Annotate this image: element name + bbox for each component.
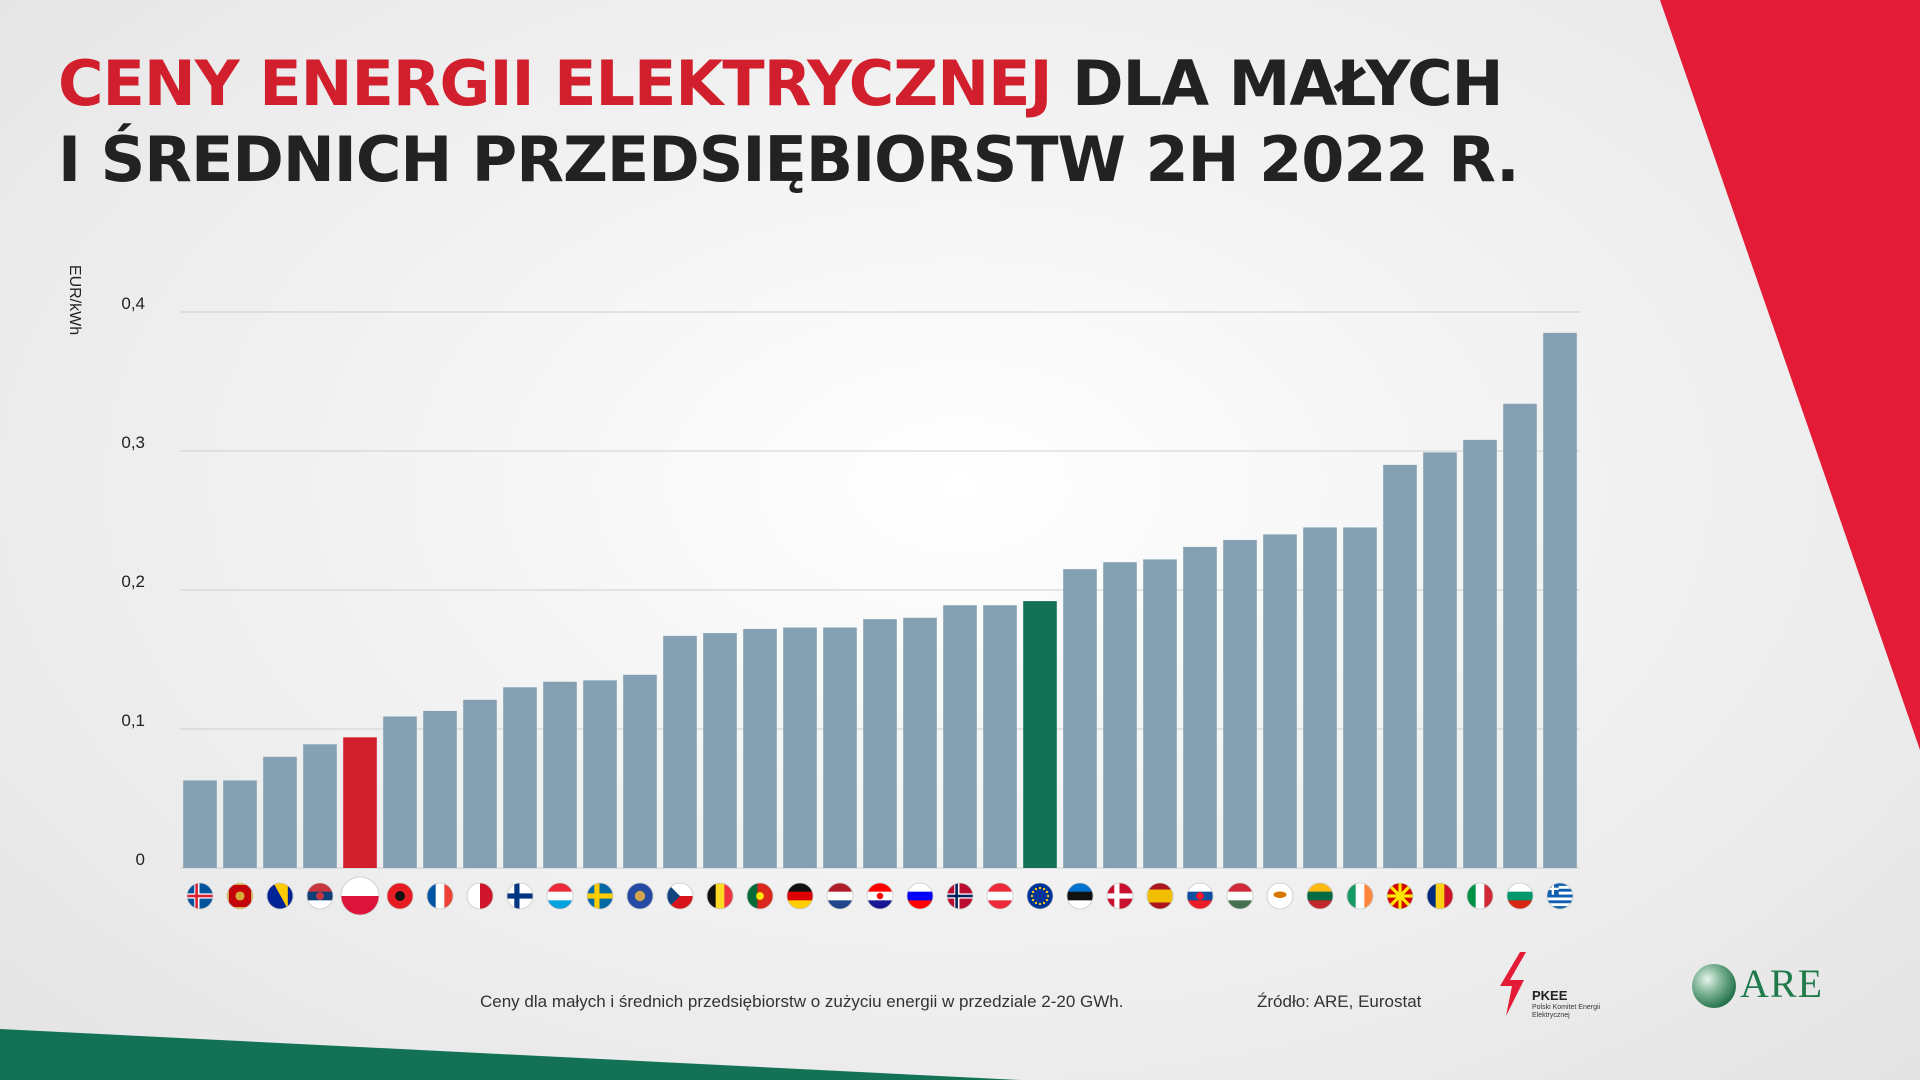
bar-be <box>703 633 737 868</box>
pkee-name: PKEE <box>1532 988 1568 1003</box>
bar-lt <box>1303 527 1337 868</box>
bar-pl <box>343 737 377 868</box>
austria-flag-icon <box>986 882 1014 910</box>
bar-rs <box>303 744 337 868</box>
bar-se <box>583 680 617 868</box>
bar-ie <box>1343 527 1377 868</box>
estonia-flag-icon <box>1066 882 1094 910</box>
page-title: CENY ENERGII ELEKTRYCZNEJ DLA MAŁYCH I Ś… <box>58 46 1520 198</box>
bar-al <box>383 716 417 868</box>
denmark-flag-icon <box>1106 882 1134 910</box>
luxembourg-flag-icon <box>546 882 574 910</box>
chart-bars <box>183 332 1577 869</box>
title-line2: I ŚREDNICH PRZEDSIĘBIORSTW 2H 2022 R. <box>58 123 1520 196</box>
bar-ba <box>263 756 297 868</box>
bar-es <box>1143 559 1177 868</box>
kosovo-flag-icon <box>626 882 654 910</box>
chart-footnote: Ceny dla małych i średnich przedsiębiors… <box>480 992 1124 1011</box>
bar-gr <box>1543 332 1577 869</box>
belgium-flag-icon <box>706 882 734 910</box>
ireland-flag-icon <box>1346 882 1374 910</box>
slovakia-flag-icon <box>1186 882 1214 910</box>
bar-nl <box>823 627 857 868</box>
bar-mt <box>463 699 497 868</box>
bar-me <box>223 780 257 868</box>
cyprus-flag-icon <box>1266 882 1294 910</box>
y-tick-label: 0 <box>136 850 145 869</box>
pkee-logo-mark <box>1500 952 1526 1016</box>
romania-flag-icon <box>1426 882 1454 910</box>
are-logo: ARE <box>1690 958 1840 1014</box>
bar-ro <box>1423 452 1457 868</box>
bar-ee <box>1063 569 1097 868</box>
spain-flag-icon <box>1146 882 1174 910</box>
bar-xk <box>623 674 657 868</box>
bar-at <box>983 605 1017 868</box>
bar-lu <box>543 681 577 868</box>
bar-sk <box>1183 546 1217 868</box>
albania-flag-icon <box>386 882 414 910</box>
iceland-flag-icon <box>186 882 214 910</box>
bar-bg <box>1503 403 1537 868</box>
norway-flag-icon <box>946 882 974 910</box>
are-name: ARE <box>1740 961 1823 1006</box>
are-logo-sphere-icon <box>1692 964 1736 1008</box>
bar-cz <box>663 635 697 868</box>
serbia-flag-icon <box>306 882 334 910</box>
sweden-flag-icon <box>586 882 614 910</box>
north-macedonia-flag-icon <box>1386 882 1414 910</box>
poland-flag-icon <box>340 876 380 916</box>
y-tick-label: 0,4 <box>121 294 145 313</box>
slovenia-flag-icon <box>906 882 934 910</box>
y-tick-label: 0,1 <box>121 711 145 730</box>
bar-it <box>1463 439 1497 868</box>
title-highlight: CENY ENERGII ELEKTRYCZNEJ <box>58 47 1053 120</box>
bar-fr <box>423 710 457 868</box>
bulgaria-flag-icon <box>1506 882 1534 910</box>
green-bottom-band <box>0 1029 1020 1080</box>
italy-flag-icon <box>1466 882 1494 910</box>
netherlands-flag-icon <box>826 882 854 910</box>
bar-is <box>183 780 217 868</box>
pkee-logo: PKEE Polski Komitet Energii Elektrycznej <box>1500 948 1610 1028</box>
germany-flag-icon <box>786 882 814 910</box>
bar-hu <box>1223 539 1257 868</box>
y-axis-label: EUR/kWh <box>66 265 83 335</box>
bar-de <box>783 627 817 868</box>
czechia-flag-icon <box>666 882 694 910</box>
bar-dk <box>1103 562 1137 868</box>
bosnia-flag-icon <box>266 882 294 910</box>
montenegro-flag-icon <box>226 882 254 910</box>
category-flags <box>186 876 1574 916</box>
portugal-flag-icon <box>746 882 774 910</box>
source-note: Źródło: ARE, Eurostat <box>1257 992 1422 1011</box>
lithuania-flag-icon <box>1306 882 1334 910</box>
bar-pt <box>743 628 777 868</box>
bar-hr <box>863 619 897 868</box>
bar-eu <box>1023 601 1057 868</box>
bar-fi <box>503 687 537 868</box>
croatia-flag-icon <box>866 882 894 910</box>
y-tick-label: 0,2 <box>121 572 145 591</box>
bar-mk <box>1383 464 1417 868</box>
greece-flag-icon <box>1546 882 1574 910</box>
y-tick-label: 0,3 <box>121 433 145 452</box>
title-line1-rest: DLA MAŁYCH <box>1072 47 1503 120</box>
bar-no <box>943 605 977 868</box>
malta-flag-icon <box>466 882 494 910</box>
bar-cy <box>1263 534 1297 868</box>
eu-flag-icon <box>1026 882 1054 910</box>
pkee-full-name: Polski Komitet Energii Elektrycznej <box>1532 1004 1601 1019</box>
france-flag-icon <box>426 882 454 910</box>
red-corner-shape <box>1660 0 1920 750</box>
bar-si <box>903 617 937 868</box>
finland-flag-icon <box>506 882 534 910</box>
hungary-flag-icon <box>1226 882 1254 910</box>
